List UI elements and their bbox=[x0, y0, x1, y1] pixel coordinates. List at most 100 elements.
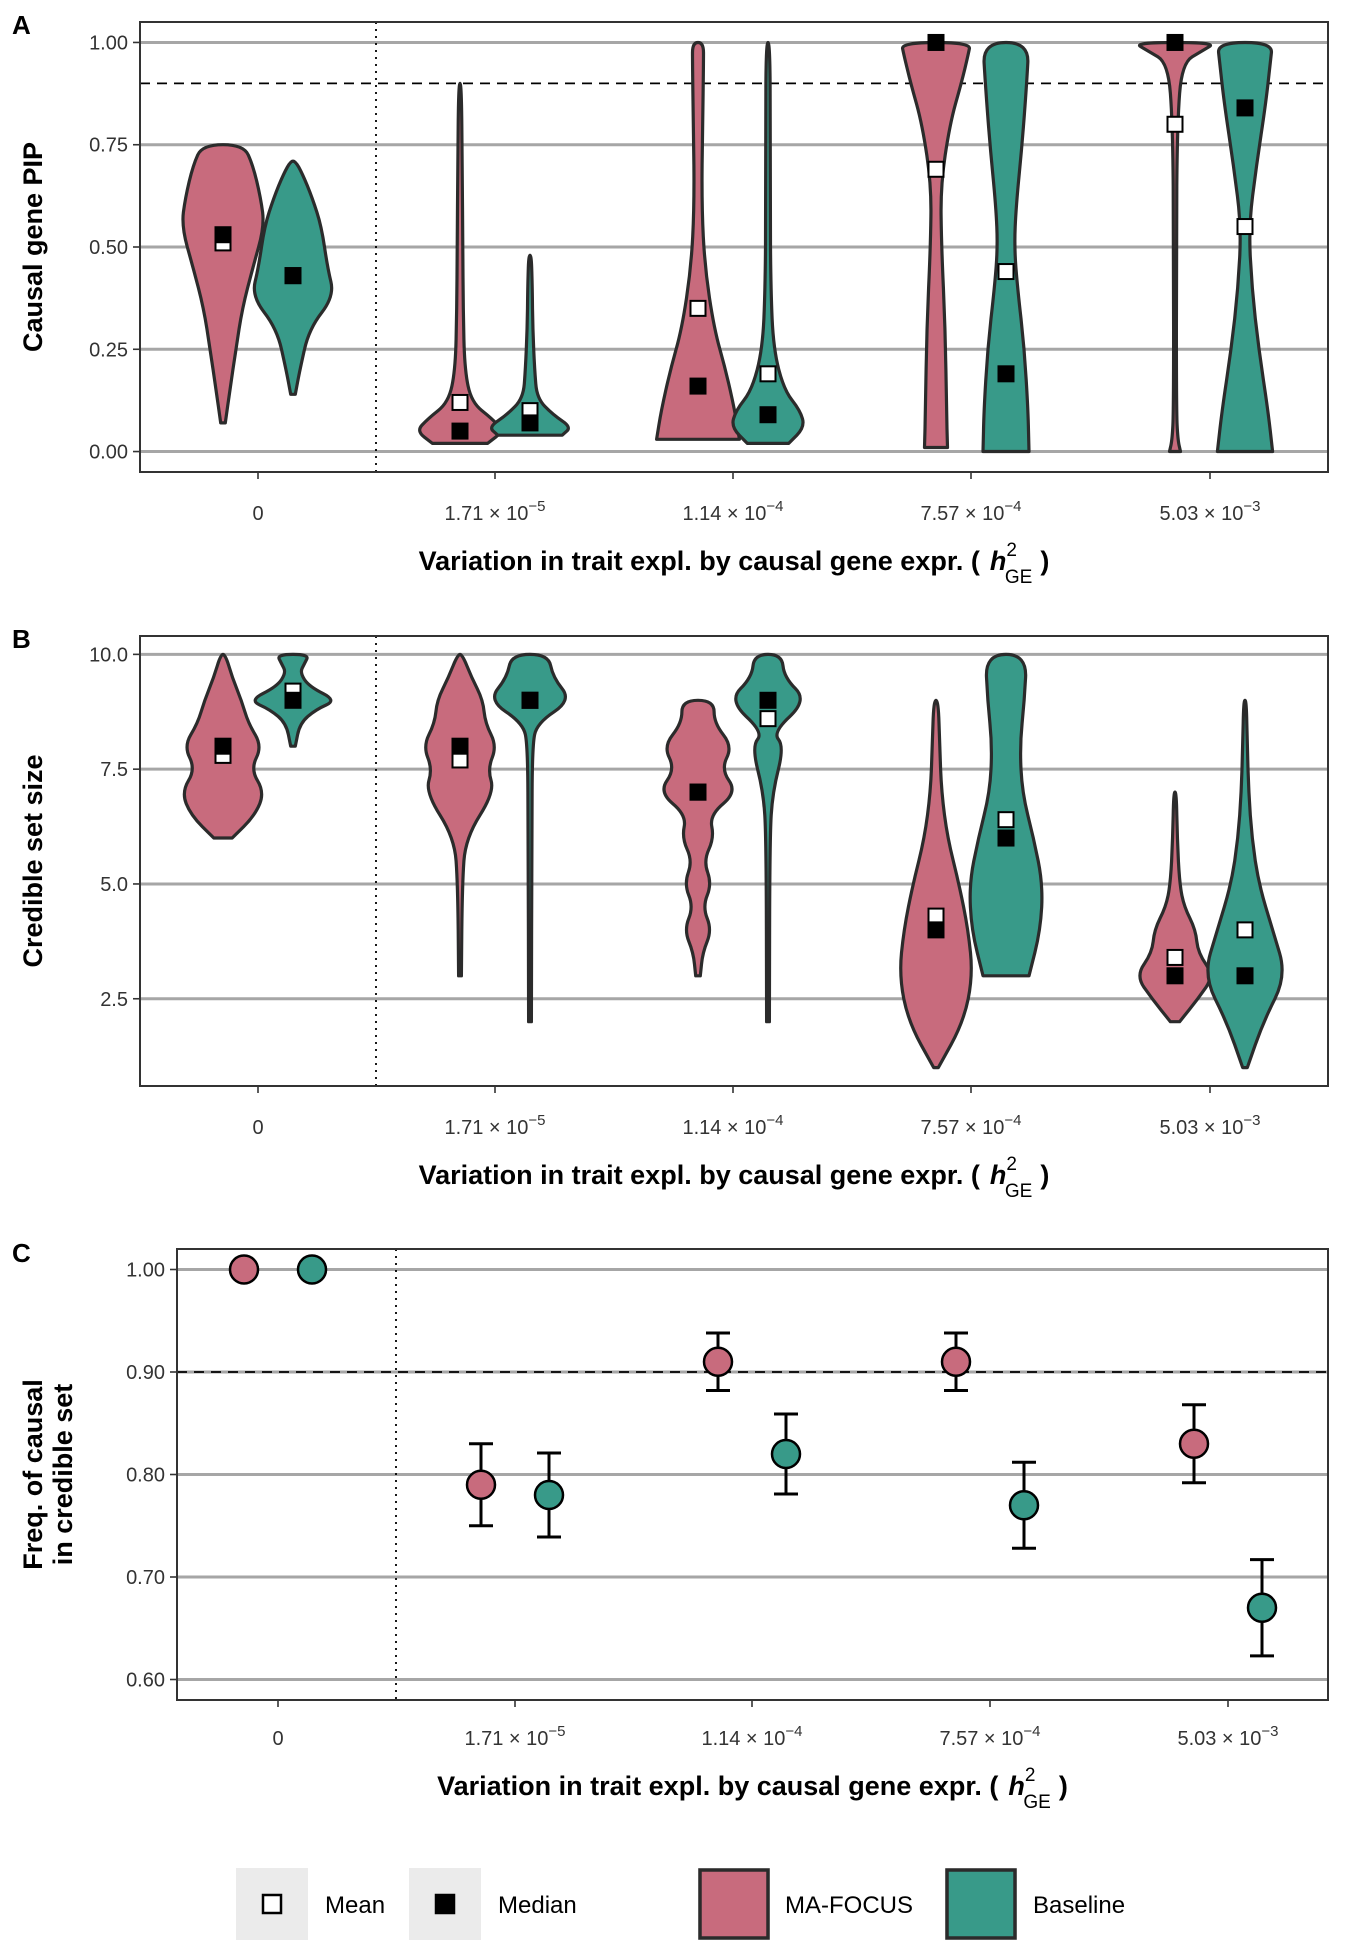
y-tick-label: 5.0 bbox=[100, 874, 128, 896]
x-tick-base: 1.14 × 10 bbox=[682, 1117, 766, 1139]
x-axis-title: Variation in trait expl. by causal gene … bbox=[419, 1154, 1050, 1202]
panel-b: B2.55.07.510.00 1.71 × 10−5 1.14 × 10−4 7.5… bbox=[12, 624, 1329, 1202]
x-axis-title-close: ) bbox=[1059, 1771, 1068, 1801]
x-tick-label: 0 bbox=[252, 1117, 263, 1139]
y-tick-label: 0.50 bbox=[89, 237, 128, 259]
x-tick-base: 5.03 × 10 bbox=[1159, 1117, 1243, 1139]
median-marker bbox=[214, 226, 232, 244]
point-baseline bbox=[770, 1438, 802, 1470]
violin-ma-focus bbox=[899, 698, 973, 1070]
x-axis-title-sub: GE bbox=[1005, 1181, 1032, 1202]
median-marker bbox=[1166, 967, 1184, 985]
point-ma-focus bbox=[465, 1469, 497, 1500]
x-tick-label: 7.57 × 10−4 bbox=[939, 1723, 1040, 1750]
x-axis-title-sup: 2 bbox=[1006, 540, 1017, 561]
legend-baseline-label: Baseline bbox=[1033, 1892, 1125, 1919]
x-tick-exponent: −3 bbox=[1243, 498, 1260, 515]
median-marker bbox=[521, 691, 539, 709]
y-tick-label: 1.00 bbox=[126, 1260, 165, 1282]
x-axis-title-close: ) bbox=[1040, 546, 1049, 576]
violin-ma-focus bbox=[901, 40, 971, 450]
median-marker bbox=[997, 365, 1015, 383]
x-tick-exponent: −4 bbox=[785, 1723, 802, 1740]
median-marker bbox=[1236, 99, 1254, 117]
x-tick-label: 0 bbox=[272, 1728, 283, 1750]
y-axis-title-line-2: in credible set bbox=[48, 1384, 78, 1566]
mean-marker bbox=[997, 263, 1015, 281]
x-axis-title-text: Variation in trait expl. by causal gene … bbox=[437, 1771, 998, 1801]
violin-ma-focus bbox=[1138, 790, 1212, 1024]
x-tick-exponent: −4 bbox=[766, 1112, 783, 1129]
legend-ma-focus-swatch bbox=[698, 1868, 770, 1940]
x-axis-title-close: ) bbox=[1040, 1160, 1049, 1190]
x-tick-base: 0 bbox=[252, 1117, 263, 1139]
median-marker bbox=[689, 783, 707, 801]
median-marker bbox=[689, 377, 707, 395]
y-tick-label: 0.90 bbox=[126, 1362, 165, 1384]
x-tick-base: 7.57 × 10 bbox=[920, 503, 1004, 525]
x-tick-label: 7.57 × 10−4 bbox=[920, 498, 1021, 525]
mean-marker bbox=[1236, 218, 1254, 236]
violin-baseline bbox=[493, 652, 567, 1024]
median-marker bbox=[927, 921, 945, 939]
x-tick-exponent: −4 bbox=[766, 498, 783, 515]
violin-baseline bbox=[1206, 698, 1284, 1070]
legend-median-label: Median bbox=[498, 1892, 577, 1919]
mean-marker bbox=[451, 751, 469, 769]
median-marker bbox=[997, 829, 1015, 847]
mean-marker bbox=[451, 393, 469, 411]
x-tick-label: 5.03 × 10−3 bbox=[1159, 1112, 1260, 1139]
x-tick-label: 5.03 × 10−3 bbox=[1177, 1723, 1278, 1750]
x-tick-label: 1.71 × 10−5 bbox=[444, 498, 545, 525]
point-baseline bbox=[533, 1479, 565, 1511]
violin-ma-focus bbox=[1137, 40, 1213, 454]
x-tick-base: 1.71 × 10 bbox=[444, 1117, 528, 1139]
x-tick-base: 5.03 × 10 bbox=[1177, 1728, 1261, 1750]
y-tick-label: 0.80 bbox=[126, 1465, 165, 1487]
panel-a: A 0.00 0.25 0.50 0.75 1.00 0 1.71 × 10−5 1.14 × … bbox=[12, 10, 1329, 588]
x-tick-label: 1.71 × 10−5 bbox=[444, 1112, 545, 1139]
median-marker bbox=[214, 737, 232, 755]
x-tick-base: 1.71 × 10 bbox=[444, 503, 528, 525]
x-axis-title-var: h bbox=[1008, 1771, 1025, 1801]
x-tick-exponent: −4 bbox=[1023, 1723, 1040, 1740]
violin-baseline bbox=[731, 40, 805, 445]
mean-marker bbox=[1236, 921, 1254, 939]
y-tick-label: 0.75 bbox=[89, 135, 128, 157]
x-tick-base: 5.03 × 10 bbox=[1159, 503, 1243, 525]
point-baseline bbox=[1246, 1592, 1278, 1623]
point-baseline bbox=[296, 1254, 328, 1285]
point-ma-focus bbox=[1178, 1428, 1210, 1459]
x-tick-base: 7.57 × 10 bbox=[939, 1728, 1023, 1750]
x-axis-title-sub: GE bbox=[1005, 567, 1032, 588]
legend-mean-icon bbox=[261, 1893, 283, 1915]
x-tick-base: 0 bbox=[272, 1728, 283, 1750]
mean-marker bbox=[759, 365, 777, 383]
y-tick-label: 0.00 bbox=[89, 442, 128, 464]
median-marker bbox=[1166, 33, 1184, 51]
panel-border bbox=[176, 1248, 1329, 1701]
y-axis-title: Causal gene PIP bbox=[18, 142, 48, 352]
x-tick-exponent: −4 bbox=[1004, 1112, 1021, 1129]
violin-ma-focus bbox=[662, 698, 734, 978]
x-axis-title-text: Variation in trait expl. by causal gene … bbox=[419, 546, 980, 576]
point-baseline bbox=[1008, 1490, 1040, 1521]
x-axis-title-text: Variation in trait expl. by causal gene … bbox=[419, 1160, 980, 1190]
point-ma-focus bbox=[702, 1346, 734, 1377]
legend-ma-focus-label: MA-FOCUS bbox=[785, 1892, 913, 1919]
legend-mean-label: Mean bbox=[325, 1892, 385, 1919]
median-marker bbox=[1236, 967, 1254, 985]
violin-ma-focus bbox=[181, 143, 265, 425]
x-tick-label: 1.71 × 10−5 bbox=[464, 1723, 565, 1750]
x-tick-exponent: −5 bbox=[528, 498, 545, 515]
x-axis-title-var: h bbox=[990, 546, 1007, 576]
x-tick-exponent: −3 bbox=[1261, 1723, 1278, 1740]
x-tick-base: 7.57 × 10 bbox=[920, 1117, 1004, 1139]
x-axis-title: Variation in trait expl. by causal gene … bbox=[419, 540, 1050, 588]
x-axis-title-sub: GE bbox=[1023, 1792, 1050, 1813]
x-tick-base: 1.14 × 10 bbox=[701, 1728, 785, 1750]
violin-baseline bbox=[490, 253, 570, 437]
panel-c: C 0.60 0.70 0.80 0.90 1.00 0 1.71 × 10−5 1.14 × … bbox=[12, 1238, 1329, 1813]
y-tick-label: 0.70 bbox=[126, 1567, 165, 1589]
median-marker bbox=[759, 691, 777, 709]
